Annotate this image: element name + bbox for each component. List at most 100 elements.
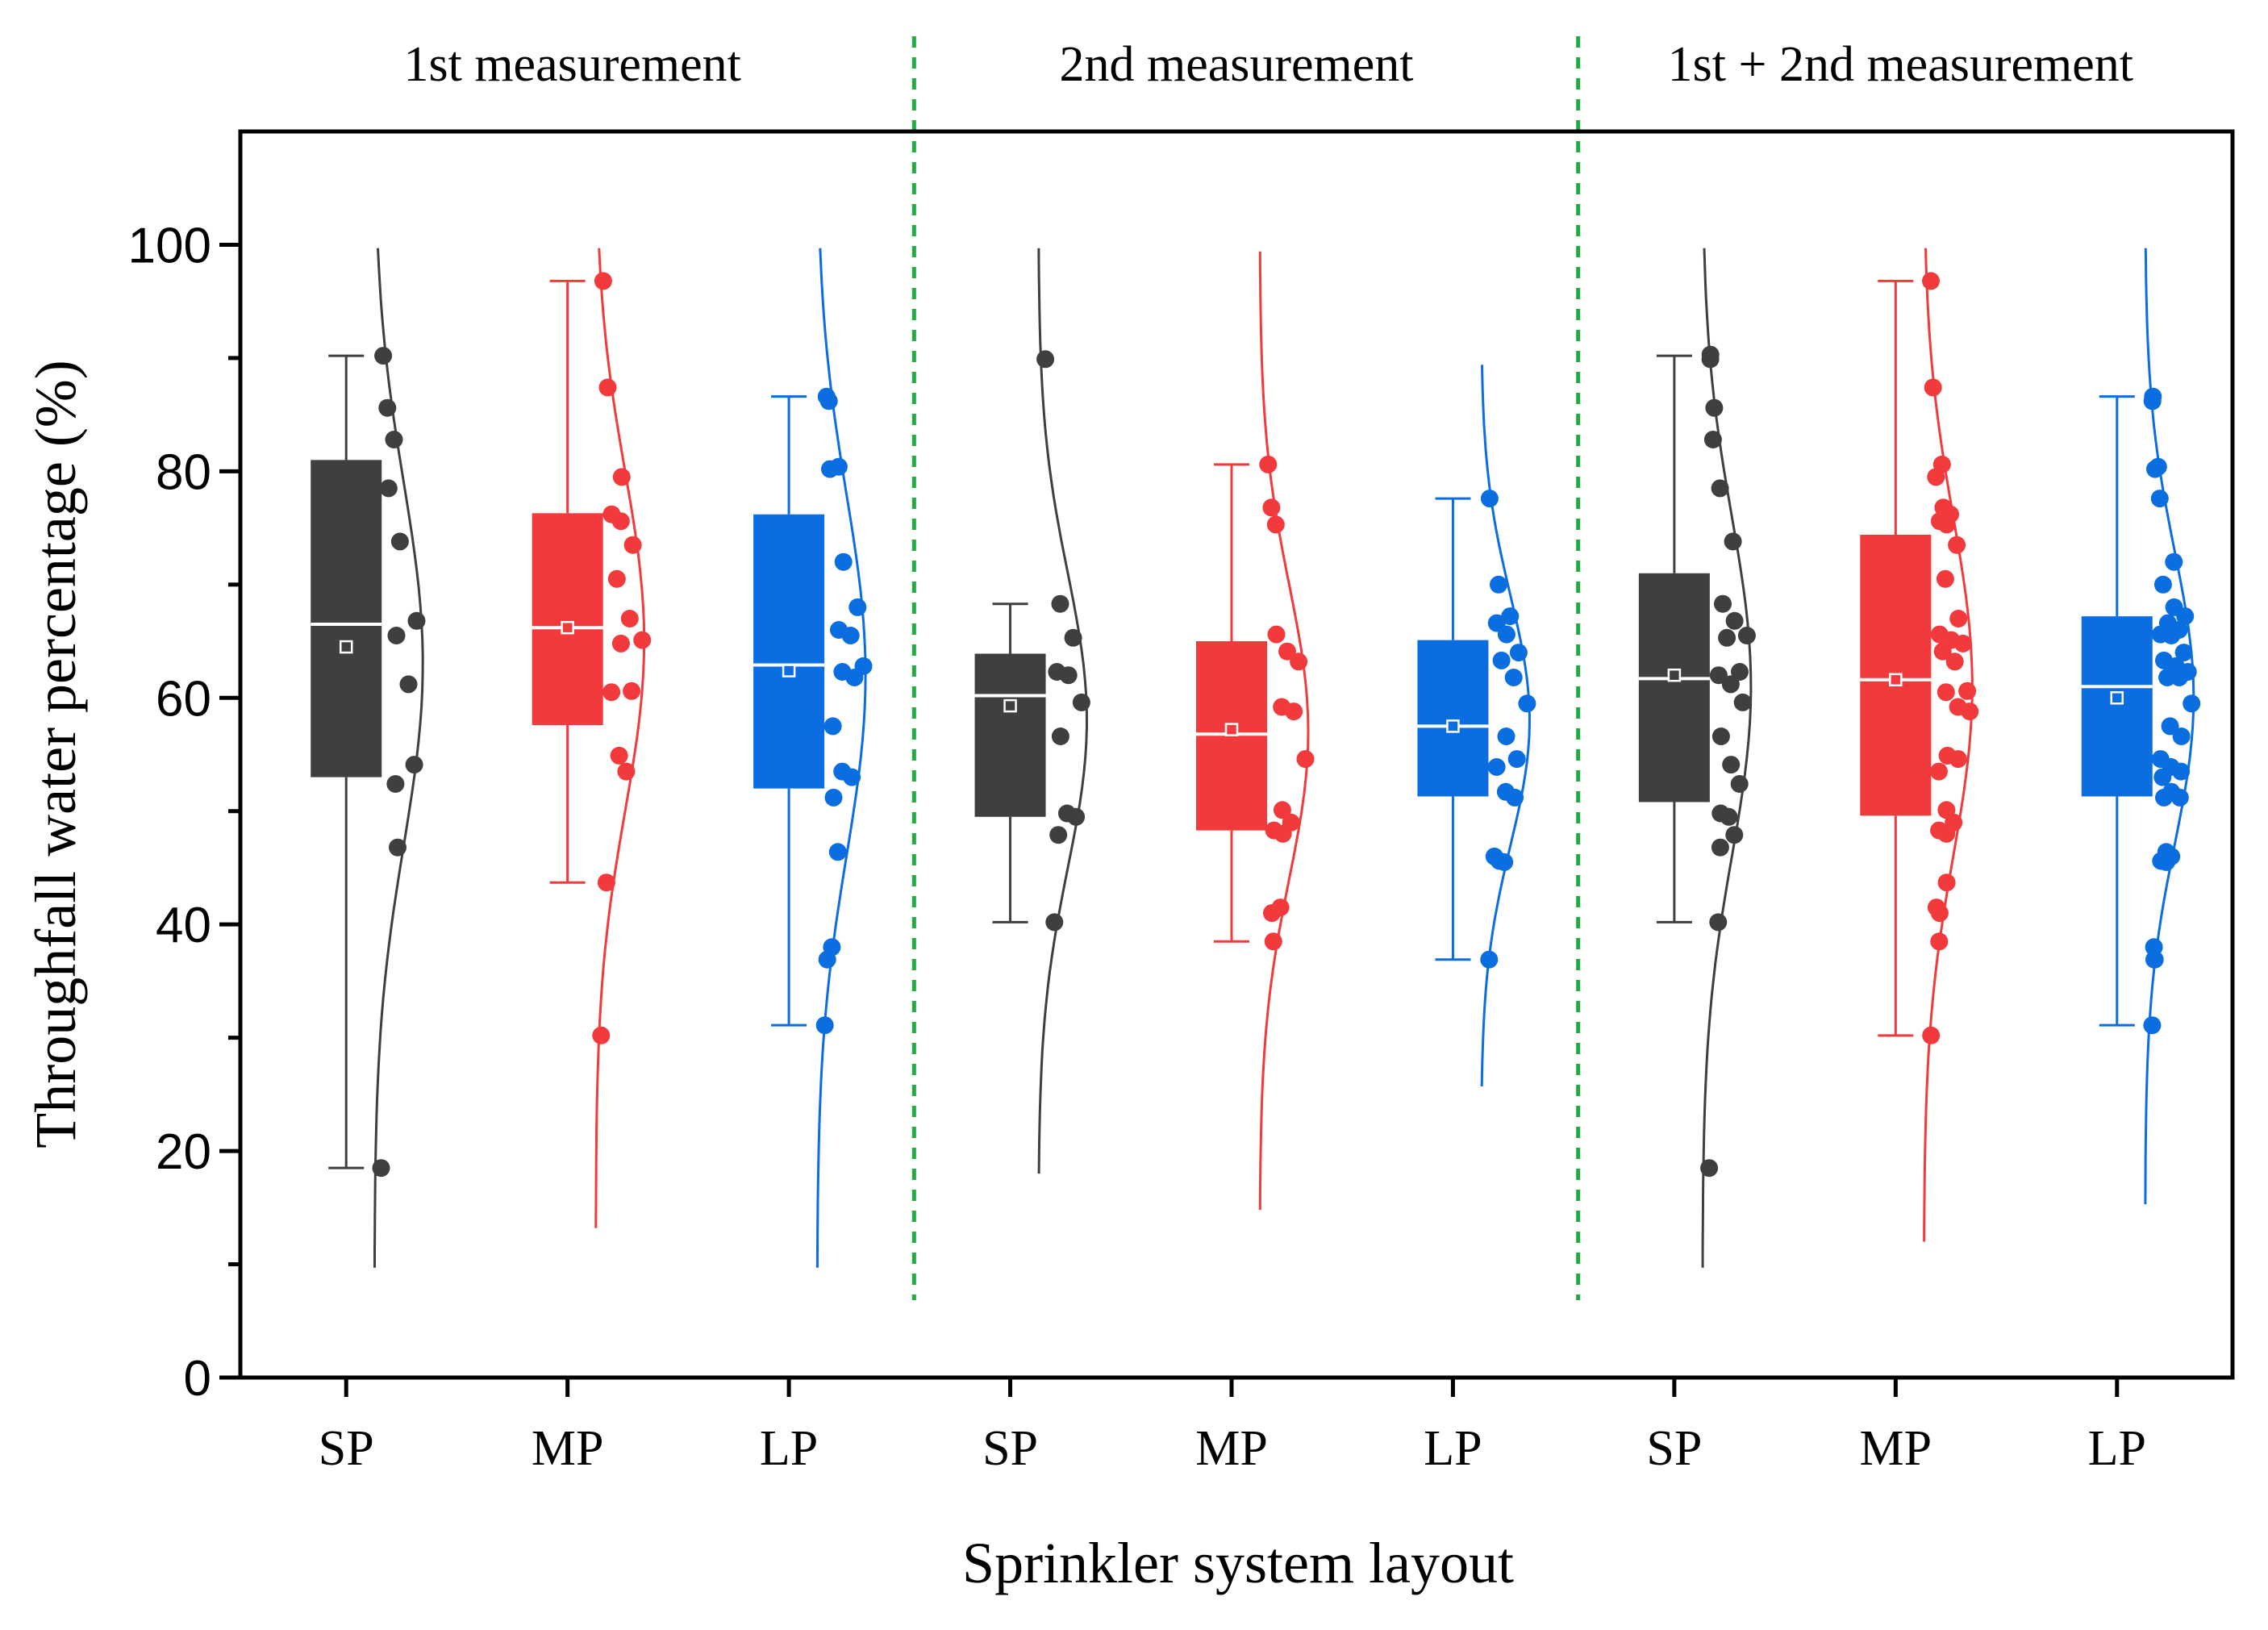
data-point: [828, 843, 847, 861]
box-series: [1196, 251, 1315, 1211]
x-tick-label: SP: [982, 1421, 1038, 1476]
data-point: [2172, 762, 2191, 781]
data-point: [1064, 628, 1082, 647]
data-point: [610, 746, 628, 765]
data-point: [815, 1016, 834, 1035]
data-point: [834, 552, 853, 571]
data-point: [823, 717, 842, 736]
data-point: [843, 768, 861, 786]
data-point: [1730, 775, 1749, 793]
data-point: [1961, 702, 1979, 721]
box-iqr: [1638, 573, 1710, 802]
data-point: [1492, 651, 1511, 669]
data-point: [1958, 682, 1977, 700]
data-point: [2143, 392, 2162, 411]
data-point: [1259, 455, 1278, 473]
data-point: [594, 272, 612, 290]
data-point: [379, 479, 398, 498]
data-point: [597, 873, 615, 892]
box-series: [1417, 365, 1536, 1087]
density-curve: [594, 248, 646, 1228]
data-point: [598, 378, 617, 397]
density-curve: [1480, 365, 1531, 1087]
data-point: [407, 611, 426, 630]
mean-marker: [2110, 691, 2124, 705]
mean-marker: [561, 620, 574, 635]
data-point: [399, 675, 418, 694]
data-point: [1927, 468, 1945, 486]
data-point: [1724, 532, 1742, 551]
density-curve: [1923, 248, 1974, 1242]
data-point: [374, 347, 393, 365]
mean-marker: [782, 664, 796, 677]
data-point: [848, 598, 867, 616]
box-series: [1860, 248, 1979, 1242]
group-title: 2nd measurement: [1059, 37, 1413, 92]
data-point: [1480, 490, 1499, 508]
data-point: [1264, 932, 1282, 951]
data-point: [372, 1159, 390, 1178]
data-point: [2143, 1016, 2162, 1035]
mean-marker: [1446, 719, 1460, 733]
data-point: [1937, 824, 1956, 843]
data-point: [1290, 652, 1308, 671]
data-point: [1722, 756, 1741, 774]
data-point: [1937, 873, 1956, 892]
x-tick-label: SP: [1646, 1421, 1702, 1476]
data-point: [623, 682, 641, 700]
data-point: [1733, 693, 1752, 711]
plot-marks: [311, 248, 2201, 1268]
data-point: [620, 610, 639, 627]
data-point: [1700, 1159, 1719, 1178]
data-point: [1711, 479, 1729, 498]
group-dividers: [911, 36, 1581, 1300]
data-point: [607, 569, 626, 588]
data-point: [1036, 350, 1055, 369]
data-point: [1725, 611, 1744, 630]
data-point: [2174, 644, 2193, 662]
data-point: [1507, 750, 1526, 769]
data-point: [1718, 628, 1736, 647]
density-curve: [815, 248, 867, 1268]
box-iqr: [1417, 640, 1489, 797]
data-point: [1267, 625, 1286, 644]
box-series: [311, 248, 426, 1268]
data-point: [633, 631, 652, 649]
data-point: [1067, 807, 1086, 826]
data-point: [1737, 627, 1756, 644]
data-point: [1936, 569, 1954, 588]
data-point: [1721, 675, 1740, 694]
box-series: [532, 248, 652, 1228]
density-curve: [1037, 248, 1089, 1174]
x-axis-title: Sprinkler system layout: [962, 1531, 1514, 1595]
data-point: [405, 756, 423, 774]
box-iqr: [311, 460, 382, 777]
data-point: [1703, 431, 1722, 448]
y-tick-label: 100: [128, 218, 211, 273]
data-point: [1711, 727, 1730, 745]
data-point: [1296, 750, 1315, 769]
data-point: [385, 431, 403, 448]
data-point: [1731, 663, 1749, 681]
data-point: [386, 775, 405, 793]
data-point: [1273, 801, 1291, 819]
data-point: [602, 683, 621, 702]
mean-marker: [1889, 673, 1903, 687]
data-point: [821, 460, 839, 478]
data-point: [2165, 552, 2183, 571]
y-axis: 0 20 40 60 80 100: [128, 218, 240, 1407]
y-tick-label: 0: [184, 1351, 211, 1407]
box-series: [1638, 248, 1756, 1268]
x-tick-label: LP: [760, 1421, 818, 1476]
data-point: [1709, 913, 1728, 932]
data-point: [1709, 666, 1728, 685]
x-tick-label: MP: [532, 1421, 604, 1476]
data-point: [1274, 824, 1292, 843]
data-point: [2170, 669, 2188, 686]
data-point: [1051, 594, 1069, 613]
data-point: [1725, 826, 1744, 844]
x-tick-label: LP: [2088, 1421, 2146, 1476]
group-title: 1st measurement: [403, 37, 740, 92]
